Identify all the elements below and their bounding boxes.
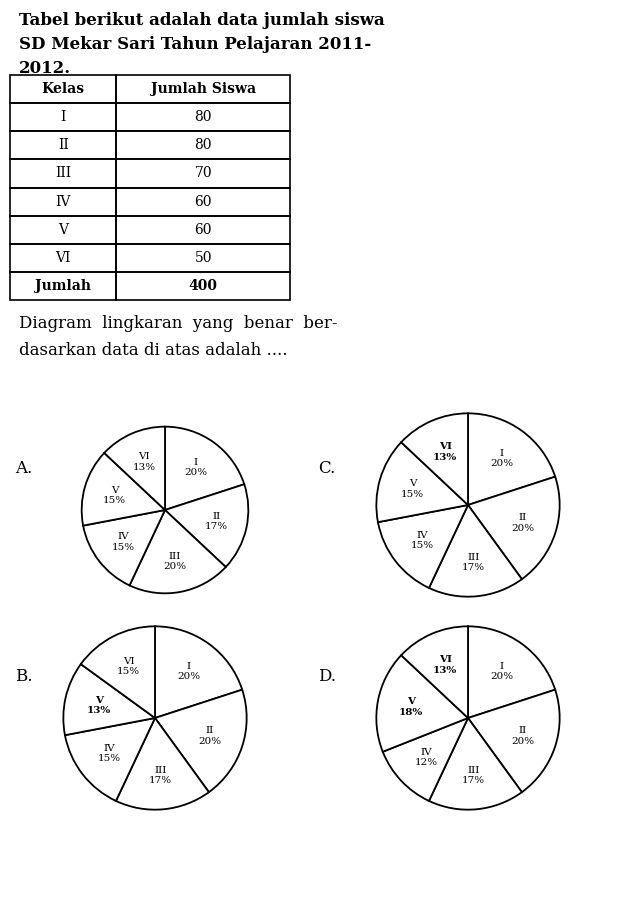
Text: dasarkan data di atas adalah ....: dasarkan data di atas adalah ....: [19, 342, 287, 359]
Text: VI
13%: VI 13%: [433, 655, 457, 675]
Text: II: II: [58, 138, 69, 152]
Wedge shape: [378, 505, 468, 588]
Text: III
17%: III 17%: [462, 766, 485, 786]
Wedge shape: [104, 426, 165, 510]
Wedge shape: [116, 718, 209, 810]
Text: I
20%: I 20%: [177, 662, 200, 681]
Bar: [117, 243, 290, 272]
Wedge shape: [468, 690, 560, 792]
Bar: [10, 103, 117, 131]
Text: I
20%: I 20%: [490, 662, 514, 681]
Text: II
20%: II 20%: [198, 726, 222, 746]
Wedge shape: [376, 443, 468, 522]
Wedge shape: [429, 505, 522, 596]
Text: VI: VI: [56, 251, 71, 265]
Text: VI
13%: VI 13%: [433, 443, 457, 462]
Text: I: I: [61, 110, 66, 124]
Text: Tabel berikut adalah data jumlah siswa: Tabel berikut adalah data jumlah siswa: [19, 12, 384, 29]
Text: IV
15%: IV 15%: [98, 744, 121, 763]
Wedge shape: [65, 718, 155, 801]
Bar: [10, 215, 117, 243]
Text: 400: 400: [188, 279, 218, 293]
Text: IV
15%: IV 15%: [411, 530, 434, 550]
Bar: [117, 272, 290, 300]
Bar: [10, 187, 117, 215]
Text: IV
15%: IV 15%: [112, 532, 135, 552]
Text: Kelas: Kelas: [42, 82, 85, 96]
Text: I
20%: I 20%: [490, 449, 514, 468]
Text: VI
15%: VI 15%: [117, 657, 140, 676]
Text: 60: 60: [195, 223, 212, 237]
Text: III
17%: III 17%: [462, 553, 485, 572]
Wedge shape: [155, 690, 246, 792]
Bar: [10, 243, 117, 272]
Bar: [10, 131, 117, 159]
Wedge shape: [429, 718, 522, 810]
Text: II
20%: II 20%: [511, 726, 535, 746]
Bar: [117, 215, 290, 243]
Text: Diagram  lingkaran  yang  benar  ber-: Diagram lingkaran yang benar ber-: [19, 315, 337, 332]
Bar: [10, 272, 117, 300]
Wedge shape: [383, 718, 468, 801]
Text: 80: 80: [195, 138, 212, 152]
Wedge shape: [81, 626, 155, 718]
Wedge shape: [130, 510, 226, 594]
Text: 60: 60: [195, 195, 212, 208]
Text: I
20%: I 20%: [184, 458, 207, 477]
Bar: [10, 159, 117, 187]
Text: VI
13%: VI 13%: [132, 452, 156, 472]
Text: Jumlah Siswa: Jumlah Siswa: [150, 82, 256, 96]
Wedge shape: [165, 426, 244, 510]
Text: 50: 50: [195, 251, 212, 265]
Bar: [117, 187, 290, 215]
Bar: [117, 103, 290, 131]
Text: III
17%: III 17%: [149, 766, 172, 786]
Text: III: III: [55, 167, 71, 180]
Wedge shape: [468, 626, 555, 718]
Text: II
17%: II 17%: [205, 511, 228, 531]
Wedge shape: [82, 453, 165, 526]
Text: V
18%: V 18%: [399, 698, 424, 717]
Text: V: V: [58, 223, 68, 237]
Wedge shape: [401, 626, 468, 718]
Text: C.: C.: [318, 460, 335, 477]
Text: II
20%: II 20%: [511, 513, 535, 532]
Text: B.: B.: [15, 668, 32, 685]
Text: 70: 70: [195, 167, 212, 180]
Wedge shape: [468, 414, 555, 505]
Wedge shape: [376, 655, 468, 752]
Text: A.: A.: [15, 460, 32, 477]
Text: V
15%: V 15%: [401, 479, 424, 499]
Text: IV
12%: IV 12%: [414, 748, 437, 767]
Bar: [117, 75, 290, 103]
Text: SD Mekar Sari Tahun Pelajaran 2011-: SD Mekar Sari Tahun Pelajaran 2011-: [19, 36, 371, 53]
Text: IV: IV: [56, 195, 71, 208]
Text: Jumlah: Jumlah: [35, 279, 91, 293]
Text: 2012.: 2012.: [19, 60, 71, 77]
Text: III
20%: III 20%: [163, 552, 187, 571]
Wedge shape: [468, 477, 560, 579]
Wedge shape: [83, 510, 165, 586]
Wedge shape: [155, 626, 242, 718]
Text: D.: D.: [318, 668, 336, 685]
Bar: [117, 159, 290, 187]
Bar: [117, 131, 290, 159]
Text: V
15%: V 15%: [103, 486, 126, 505]
Wedge shape: [401, 414, 468, 505]
Bar: [10, 75, 117, 103]
Text: 80: 80: [195, 110, 212, 124]
Wedge shape: [165, 484, 248, 567]
Wedge shape: [63, 664, 155, 735]
Text: V
13%: V 13%: [87, 696, 111, 715]
